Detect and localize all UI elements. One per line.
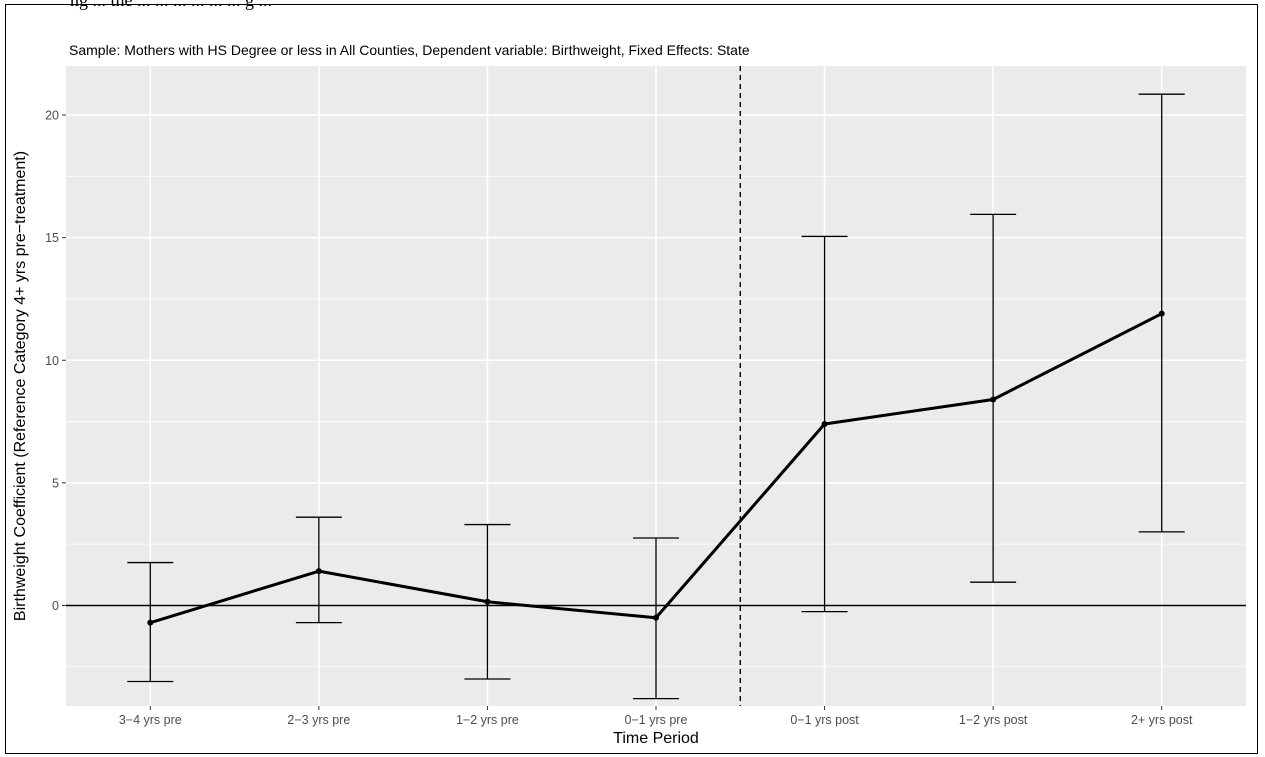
- x-tick-label: 0−1 yrs post: [790, 713, 859, 727]
- y-tick-label: 5: [52, 476, 59, 490]
- x-tick-label: 3−4 yrs pre: [119, 713, 182, 727]
- data-point: [1158, 310, 1165, 317]
- y-tick-label: 20: [45, 109, 59, 123]
- axes: 0 5 10 15 20 3−4 yrs pre 2−3 yrs pre 1−2 yrs pr…: [45, 109, 1193, 727]
- x-tick-label: 2+ yrs post: [1131, 713, 1193, 727]
- y-tick-label: 15: [45, 231, 59, 245]
- x-tick-label: 0−1 yrs pre: [625, 713, 688, 727]
- x-tick-label: 1−2 yrs post: [959, 713, 1028, 727]
- data-point: [315, 568, 322, 575]
- y-axis-title: Birthweight Coefficient (Reference Categ…: [12, 151, 29, 621]
- figure-frame: [5, 4, 1258, 754]
- chart-title: Sample: Mothers with HS Degree or less i…: [69, 42, 750, 58]
- x-tick-label: 2−3 yrs pre: [287, 713, 350, 727]
- y-tick-label: 10: [45, 354, 59, 368]
- data-point: [653, 614, 659, 621]
- x-axis-title: Time Period: [613, 730, 699, 747]
- data-point: [821, 421, 828, 428]
- data-point: [990, 396, 997, 403]
- data-point: [484, 598, 491, 605]
- y-tick-label: 0: [52, 599, 59, 613]
- x-tick-label: 1−2 yrs pre: [456, 713, 519, 727]
- data-point: [147, 619, 154, 626]
- data-points: [147, 310, 1165, 626]
